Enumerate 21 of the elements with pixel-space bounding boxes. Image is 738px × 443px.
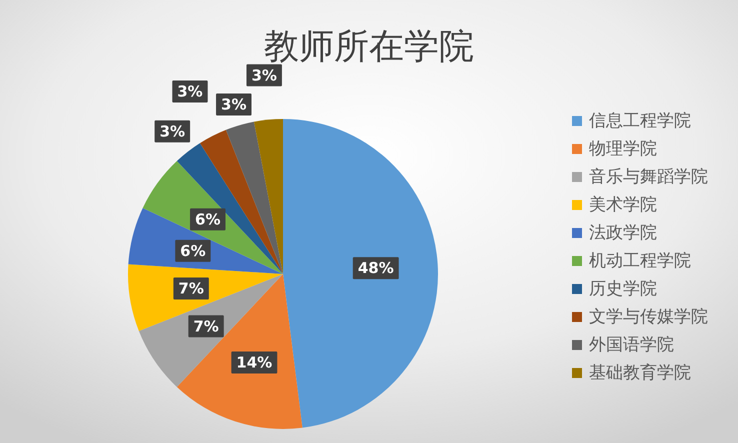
legend-label: 历史学院 bbox=[589, 279, 657, 299]
legend-label: 物理学院 bbox=[589, 139, 657, 159]
legend-label: 美术学院 bbox=[589, 195, 657, 215]
data-label: 6% bbox=[180, 242, 206, 260]
data-label: 3% bbox=[177, 82, 203, 100]
data-label: 48% bbox=[358, 259, 394, 278]
data-label: 7% bbox=[193, 317, 219, 336]
chart-title: 教师所在学院 bbox=[264, 27, 474, 67]
legend-label: 音乐与舞蹈学院 bbox=[589, 167, 708, 187]
legend-label: 基础教育学院 bbox=[589, 363, 691, 383]
legend-label: 文学与传媒学院 bbox=[589, 307, 708, 327]
data-label: 3% bbox=[251, 66, 277, 84]
data-label: 6% bbox=[195, 210, 220, 228]
legend-label: 机动工程学院 bbox=[589, 251, 691, 271]
data-label: 14% bbox=[236, 353, 272, 372]
legend-label: 外国语学院 bbox=[589, 335, 674, 355]
data-label: 3% bbox=[160, 122, 186, 140]
legend-label: 信息工程学院 bbox=[589, 111, 691, 131]
data-label: 7% bbox=[178, 280, 204, 298]
legend-label: 法政学院 bbox=[589, 223, 657, 243]
data-label: 3% bbox=[221, 96, 246, 114]
